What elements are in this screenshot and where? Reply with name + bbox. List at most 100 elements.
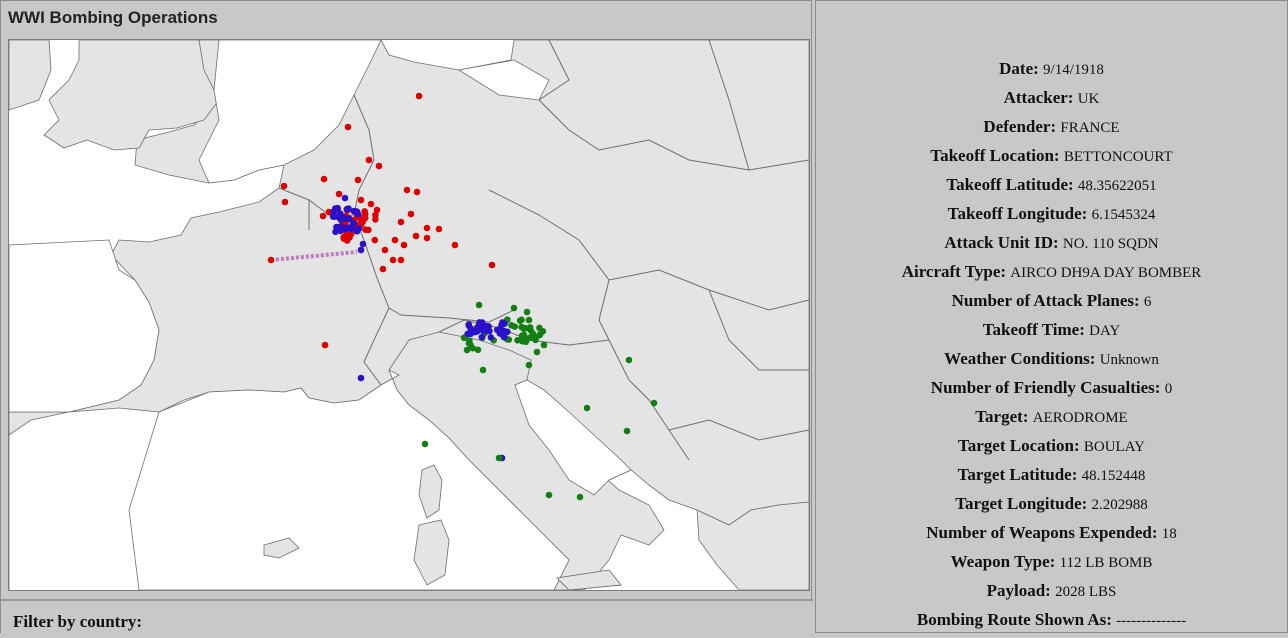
- red-marker[interactable]: [354, 176, 362, 184]
- red-marker[interactable]: [375, 162, 383, 170]
- blue-marker[interactable]: [334, 204, 341, 212]
- green-marker[interactable]: [520, 331, 528, 339]
- green-marker[interactable]: [530, 333, 538, 341]
- red-marker[interactable]: [365, 156, 373, 164]
- blue-marker[interactable]: [336, 211, 343, 219]
- green-marker[interactable]: [526, 324, 534, 331]
- green-marker[interactable]: [474, 346, 482, 354]
- green-marker[interactable]: [583, 404, 591, 412]
- red-marker[interactable]: [415, 92, 423, 100]
- mediterranean-sea: [128, 369, 570, 590]
- red-marker[interactable]: [372, 216, 379, 223]
- map-panel: WWI Bombing Operations: [0, 0, 813, 636]
- green-marker[interactable]: [533, 348, 541, 356]
- green-marker[interactable]: [479, 366, 487, 374]
- red-marker[interactable]: [371, 236, 379, 244]
- balearic-islands: [263, 537, 300, 559]
- red-marker[interactable]: [423, 224, 431, 232]
- green-marker[interactable]: [518, 316, 525, 324]
- green-marker[interactable]: [463, 346, 471, 354]
- green-marker[interactable]: [469, 344, 477, 352]
- red-marker[interactable]: [325, 208, 333, 216]
- bombing-markers[interactable]: [267, 92, 658, 501]
- red-marker[interactable]: [321, 341, 329, 349]
- red-marker[interactable]: [391, 236, 399, 244]
- red-marker[interactable]: [346, 233, 353, 241]
- green-marker[interactable]: [475, 301, 483, 309]
- red-marker[interactable]: [381, 246, 389, 254]
- red-marker[interactable]: [362, 226, 369, 234]
- blue-marker[interactable]: [344, 224, 352, 232]
- green-marker[interactable]: [576, 493, 584, 501]
- detail-key: Takeoff Location:: [930, 146, 1060, 165]
- blue-marker[interactable]: [467, 330, 475, 337]
- red-marker[interactable]: [335, 190, 343, 198]
- blue-marker[interactable]: [343, 205, 351, 213]
- europe-map[interactable]: [9, 40, 809, 590]
- red-marker[interactable]: [435, 225, 443, 233]
- blue-marker[interactable]: [359, 240, 367, 248]
- red-marker[interactable]: [488, 261, 496, 269]
- red-marker[interactable]: [397, 218, 405, 226]
- red-marker[interactable]: [397, 256, 405, 264]
- blue-marker[interactable]: [504, 328, 511, 336]
- sardinia: [413, 519, 450, 586]
- green-marker[interactable]: [523, 308, 531, 316]
- blue-marker[interactable]: [498, 330, 505, 338]
- red-marker[interactable]: [413, 188, 421, 196]
- red-marker[interactable]: [367, 200, 375, 208]
- red-marker[interactable]: [359, 218, 367, 226]
- detail-row: Number of Friendly Casualties: 0: [816, 377, 1287, 406]
- red-marker[interactable]: [400, 241, 408, 249]
- blue-marker[interactable]: [336, 224, 343, 232]
- filter-bar[interactable]: Filter by country:: [1, 599, 813, 636]
- detail-key: Attack Unit ID:: [944, 233, 1059, 252]
- red-marker[interactable]: [373, 206, 381, 214]
- green-marker[interactable]: [525, 361, 533, 369]
- blue-marker[interactable]: [487, 334, 495, 341]
- red-marker[interactable]: [451, 241, 459, 249]
- red-marker[interactable]: [267, 256, 275, 264]
- blue-marker[interactable]: [351, 207, 359, 215]
- red-marker[interactable]: [403, 186, 411, 194]
- blue-marker[interactable]: [357, 374, 365, 382]
- map-view[interactable]: [8, 39, 810, 591]
- green-marker[interactable]: [508, 321, 515, 329]
- blue-marker[interactable]: [478, 333, 486, 341]
- blue-marker[interactable]: [346, 215, 353, 223]
- blue-marker[interactable]: [355, 225, 363, 232]
- blue-marker[interactable]: [357, 246, 365, 254]
- detail-key: Aircraft Type:: [901, 262, 1007, 281]
- green-marker[interactable]: [623, 427, 631, 435]
- red-marker[interactable]: [320, 175, 328, 183]
- blue-marker[interactable]: [499, 319, 506, 326]
- red-marker[interactable]: [280, 182, 288, 190]
- red-marker[interactable]: [319, 212, 327, 220]
- red-marker[interactable]: [389, 256, 397, 264]
- blue-marker[interactable]: [476, 324, 483, 331]
- green-marker[interactable]: [520, 325, 528, 332]
- detail-row: Target Latitude: 48.152448: [816, 464, 1287, 493]
- green-marker[interactable]: [650, 399, 658, 407]
- green-marker[interactable]: [625, 356, 633, 364]
- green-marker[interactable]: [510, 304, 518, 312]
- north-sea: [198, 40, 382, 184]
- green-marker[interactable]: [540, 341, 548, 349]
- red-marker[interactable]: [340, 235, 348, 242]
- red-marker[interactable]: [407, 210, 415, 218]
- green-marker[interactable]: [535, 332, 543, 339]
- red-marker[interactable]: [281, 198, 289, 206]
- red-marker[interactable]: [357, 196, 365, 204]
- red-marker[interactable]: [379, 265, 387, 273]
- red-marker[interactable]: [344, 123, 352, 131]
- green-marker[interactable]: [545, 491, 553, 499]
- blue-marker[interactable]: [341, 194, 349, 202]
- green-marker[interactable]: [495, 454, 503, 462]
- red-marker[interactable]: [423, 234, 431, 242]
- blue-marker[interactable]: [484, 327, 492, 334]
- blue-marker[interactable]: [467, 324, 474, 332]
- green-marker[interactable]: [421, 440, 429, 448]
- red-marker[interactable]: [412, 232, 420, 240]
- detail-row: Date: 9/14/1918: [816, 58, 1287, 87]
- green-marker[interactable]: [525, 316, 533, 324]
